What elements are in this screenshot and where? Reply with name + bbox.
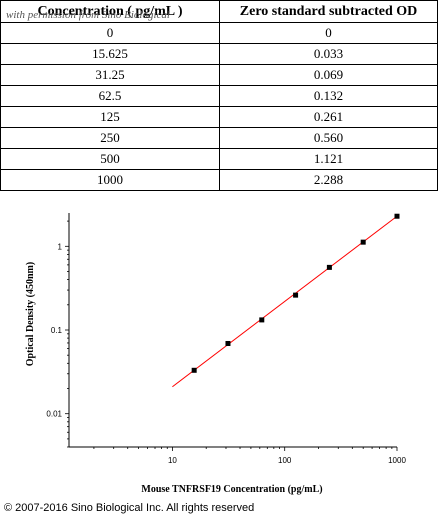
header-od: Zero standard subtracted OD [219,0,438,23]
od-cell: 0.560 [219,127,438,149]
concentration-cell: 31.25 [0,64,220,86]
standard-curve-table: Concentration ( pg/mL ) Zero standard su… [0,0,438,191]
concentration-cell: 62.5 [0,85,220,107]
y-tick-label: 0.1 [51,326,63,335]
od-cell: 0 [219,22,438,44]
concentration-cell: 125 [0,106,220,128]
table-row: 31.25 0.069 [0,64,438,86]
od-cell: 0.033 [219,43,438,65]
standard-curve-chart: 10 100 1000 0.01 0.1 1 Optical Density (450nm… [25,213,406,495]
concentration-cell: 250 [0,127,220,149]
table-row: 250 0.560 [0,127,438,149]
data-point [293,292,299,298]
fit-line [172,215,398,388]
od-cell: 0.132 [219,85,438,107]
data-point [259,317,265,323]
table-row: 500 1.121 [0,148,438,170]
y-tick-label: 0.01 [46,410,62,419]
y-tick-label: 1 [58,242,63,251]
od-cell: 2.288 [219,169,438,191]
od-cell: 0.069 [219,64,438,86]
x-axis-label: Mouse TNFRSF19 Concentration (pg/mL) [141,484,322,495]
od-cell: 1.121 [219,148,438,170]
x-tick-label: 1000 [388,456,406,465]
y-axis-label: Optical Density (450nm) [25,262,36,366]
concentration-cell: 0 [0,22,220,44]
data-point [394,213,400,219]
concentration-cell: 500 [0,148,220,170]
data-point [191,367,197,373]
copyright-text: © 2007-2016 Sino Biological Inc. All rig… [4,502,255,514]
table-row: 15.625 0.033 [0,43,438,65]
data-point [225,340,231,346]
x-tick-label: 10 [168,456,177,465]
table-header-row: Concentration ( pg/mL ) Zero standard su… [0,0,438,23]
chart-axes: 10 100 1000 0.01 0.1 1 [46,213,406,465]
table-row: 62.5 0.132 [0,85,438,107]
data-point [326,264,332,270]
concentration-cell: 15.625 [0,43,220,65]
concentration-cell: 1000 [0,169,220,191]
header-concentration: Concentration ( pg/mL ) [0,0,220,23]
table-row: 125 0.261 [0,106,438,128]
data-points-group [191,213,400,373]
od-cell: 0.261 [219,106,438,128]
table-row: 1000 2.288 [0,169,438,191]
x-tick-label: 100 [278,456,292,465]
fit-line-group [172,215,398,388]
data-point [360,239,366,245]
